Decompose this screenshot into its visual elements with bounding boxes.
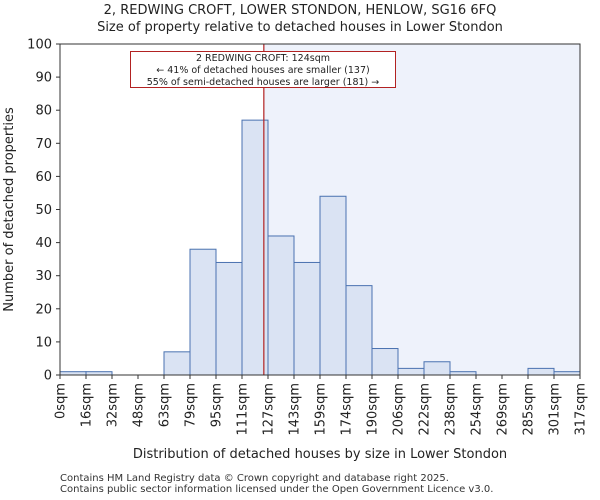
x-tick-label: 127sqm (262, 383, 277, 436)
bar (371, 348, 399, 376)
x-tick-label: 174sqm (340, 383, 355, 436)
y-tick-label: 20 (35, 302, 52, 317)
x-tick-label: 285sqm (522, 383, 537, 436)
x-tick-label: 0sqm (54, 383, 69, 419)
x-tick-label: 63sqm (158, 383, 173, 427)
x-tick-label: 159sqm (314, 383, 329, 436)
x-tick-label: 269sqm (496, 383, 511, 436)
x-axis-label: Distribution of detached houses by size … (133, 447, 507, 462)
x-tick-label: 317sqm (574, 383, 589, 436)
y-tick-label: 100 (27, 38, 52, 53)
annotation-line-2: ← 41% of detached houses are smaller (13… (156, 65, 370, 76)
x-tick-label: 16sqm (80, 383, 95, 427)
y-tick-label: 40 (35, 236, 52, 251)
x-tick-label: 32sqm (106, 383, 121, 427)
x-tick-label: 48sqm (132, 383, 147, 427)
bar (293, 261, 321, 376)
bar (215, 261, 243, 376)
x-tick-label: 301sqm (548, 383, 563, 436)
y-tick-label: 10 (35, 335, 52, 350)
bar (345, 285, 373, 376)
x-tick-label: 254sqm (470, 383, 485, 436)
bar (189, 248, 217, 376)
y-tick-label: 70 (35, 137, 52, 152)
y-tick-label: 50 (35, 203, 52, 218)
y-tick-label: 30 (35, 269, 52, 284)
y-tick-label: 0 (44, 369, 52, 384)
x-tick-label: 190sqm (366, 383, 381, 436)
x-tick-label: 238sqm (444, 383, 459, 436)
bar (397, 367, 425, 376)
chart-subtitle: Size of property relative to detached ho… (97, 20, 503, 35)
bar (163, 351, 191, 376)
x-tick-label: 143sqm (288, 383, 303, 436)
y-tick-label: 60 (35, 170, 52, 185)
y-axis-label: Number of detached properties (2, 107, 17, 312)
footer-line-1: Contains HM Land Registry data © Crown c… (60, 473, 449, 484)
annotation-line-3: 55% of semi-detached houses are larger (… (146, 77, 380, 88)
bar (527, 367, 555, 376)
bar (267, 235, 295, 376)
x-tick-label: 222sqm (418, 383, 433, 436)
annotation-box: 2 REDWING CROFT: 124sqm ← 41% of detache… (130, 51, 396, 88)
y-tick-label: 80 (35, 104, 52, 119)
bar (319, 195, 347, 376)
annotation-line-1: 2 REDWING CROFT: 124sqm (195, 53, 331, 64)
x-tick-label: 111sqm (236, 383, 251, 436)
footer-line-2: Contains public sector information licen… (60, 484, 494, 495)
x-tick-label: 206sqm (392, 383, 407, 436)
chart-title: 2, REDWING CROFT, LOWER STONDON, HENLOW,… (103, 3, 497, 18)
bar (423, 361, 451, 376)
x-tick-label: 79sqm (184, 383, 199, 427)
y-tick-label: 90 (35, 71, 52, 86)
x-tick-label: 95sqm (210, 383, 225, 427)
